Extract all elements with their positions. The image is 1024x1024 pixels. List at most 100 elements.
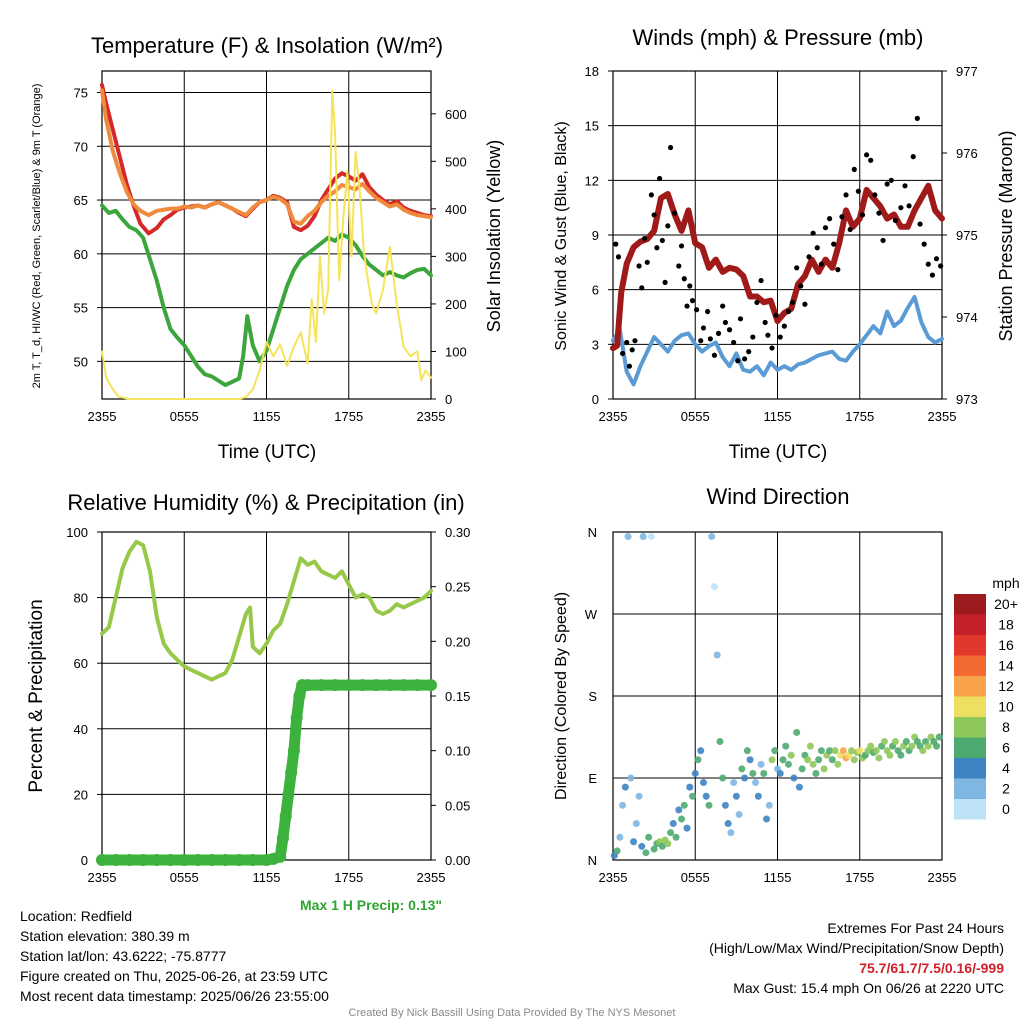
- dir-point: [935, 733, 943, 741]
- wind-gust-point: [726, 327, 733, 333]
- dir-point: [771, 747, 779, 755]
- wind-xtick-label: 2355: [599, 409, 628, 424]
- dir-point: [798, 765, 806, 773]
- legend-swatch: [954, 737, 986, 758]
- rh-xtick-label: 2355: [88, 870, 117, 885]
- station-info: Location: Redfield Station elevation: 38…: [20, 906, 329, 1006]
- wind-gust-point: [615, 254, 622, 260]
- wind-gust-point: [659, 237, 665, 244]
- dir-xtick-label: 1155: [764, 870, 792, 885]
- temp-ytick-label-right: 200: [445, 297, 467, 312]
- dir-xtick-label: 2355: [599, 870, 628, 885]
- wind-gust-point: [818, 261, 824, 267]
- dir-point: [933, 742, 941, 750]
- wind-gust-point: [826, 216, 833, 222]
- dir-point: [699, 779, 707, 787]
- wind-ytick-label-left: 3: [592, 337, 599, 352]
- legend-swatch: [954, 758, 986, 779]
- wind-gust-point: [888, 177, 894, 183]
- wind-gust-point: [810, 230, 816, 236]
- wind-xtick-label: 1755: [845, 409, 874, 424]
- legend-swatch: [954, 799, 986, 820]
- temp-ylabel-right: Solar Insolation (Yellow): [484, 140, 504, 332]
- dir-point: [856, 747, 864, 755]
- wind-gust-point: [847, 226, 853, 233]
- wind-gust-point: [773, 312, 779, 318]
- dir-point: [697, 747, 705, 755]
- dir-point: [746, 756, 754, 764]
- legend-swatch: [954, 614, 986, 635]
- legend-swatch: [954, 635, 986, 656]
- temp-ytick-label-right: 100: [445, 344, 467, 359]
- dir-point: [621, 783, 629, 791]
- rh-ytick-label-right: 0.00: [445, 853, 470, 868]
- wind-ytick-label-right: 976: [956, 146, 978, 161]
- rh-xtick-label: 1755: [334, 870, 363, 885]
- dir-point: [806, 742, 814, 750]
- dir-point: [908, 742, 916, 750]
- dir-ylabel-left: Direction (Colored By Speed): [553, 592, 570, 800]
- legend-label: 0: [1002, 801, 1010, 817]
- dir-point: [624, 533, 632, 541]
- dir-ytick-label: N: [588, 853, 597, 868]
- dir-point: [650, 845, 658, 853]
- wind-xtick-label: 0555: [681, 409, 710, 424]
- temp-xtick-label: 2355: [88, 409, 117, 424]
- wind-ytick-label-left: 15: [585, 119, 599, 134]
- wind-gust-point: [742, 356, 748, 362]
- dir-point: [735, 810, 743, 818]
- temp-ytick-label-left: 75: [74, 86, 88, 101]
- wind-gust-point: [933, 256, 940, 262]
- wind-gust-point: [754, 299, 760, 306]
- dir-point: [724, 820, 732, 828]
- wind-gust-point: [794, 265, 800, 271]
- rh-plot: 2355 0555 1155 1755 23550204060801000.000.05…: [66, 525, 470, 885]
- legend-label: 2: [1002, 781, 1010, 797]
- legend-swatch: [954, 655, 986, 676]
- dir-point: [754, 792, 762, 800]
- temp-ytick-label-left: 65: [74, 193, 88, 208]
- rh-ytick-label-right: 0.10: [445, 744, 470, 759]
- wind-gust-point: [639, 285, 645, 291]
- wind-gust-point: [676, 263, 682, 269]
- dir-point: [658, 842, 666, 850]
- legend-label: 14: [998, 658, 1014, 674]
- legend-label: 20+: [994, 596, 1018, 612]
- rh-ytick-label-right: 0.20: [445, 634, 470, 649]
- wind-gust-point: [925, 261, 931, 267]
- dir-point: [638, 842, 646, 850]
- legend-label: 18: [998, 617, 1014, 633]
- dir-point: [635, 792, 643, 800]
- wind-gust-point: [722, 319, 729, 326]
- temp-plot: 2355 0555 1155 1755 2355 50 55 60 65 70 75 0 100 200 3…: [74, 70, 467, 424]
- dir-xtick-label: 0555: [681, 870, 710, 885]
- legend-swatch: [954, 717, 986, 738]
- rh-ytick-label-right: 0.05: [445, 798, 470, 813]
- dir-point: [848, 747, 856, 755]
- wind-gust-point: [868, 157, 874, 163]
- dir-point: [713, 651, 721, 659]
- dir-point: [632, 820, 640, 828]
- wind-gust-point: [906, 203, 912, 209]
- wind-gust-point: [835, 267, 841, 273]
- dir-point: [834, 760, 842, 768]
- wind-gust-point: [872, 192, 878, 198]
- wind-ytick-label-left: 18: [585, 64, 599, 79]
- wind-gust-point: [762, 319, 768, 326]
- wind-gust-point: [917, 221, 923, 227]
- dir-point: [760, 769, 768, 777]
- wind-gust-point: [859, 212, 866, 218]
- dir-point: [727, 829, 735, 837]
- wind-ytick-label-right: 977: [956, 64, 978, 79]
- temp-ytick-label-left: 50: [74, 354, 88, 369]
- dir-point: [815, 756, 823, 764]
- wind-gust-point: [777, 334, 783, 340]
- dir-point: [738, 765, 746, 773]
- wind-ytick-label-right: 975: [956, 228, 978, 243]
- wind-gust-point: [689, 298, 696, 304]
- dir-point: [765, 801, 773, 809]
- dir-point: [694, 756, 702, 764]
- dir-xtick-label: 1755: [845, 870, 874, 885]
- dir-point: [749, 769, 757, 777]
